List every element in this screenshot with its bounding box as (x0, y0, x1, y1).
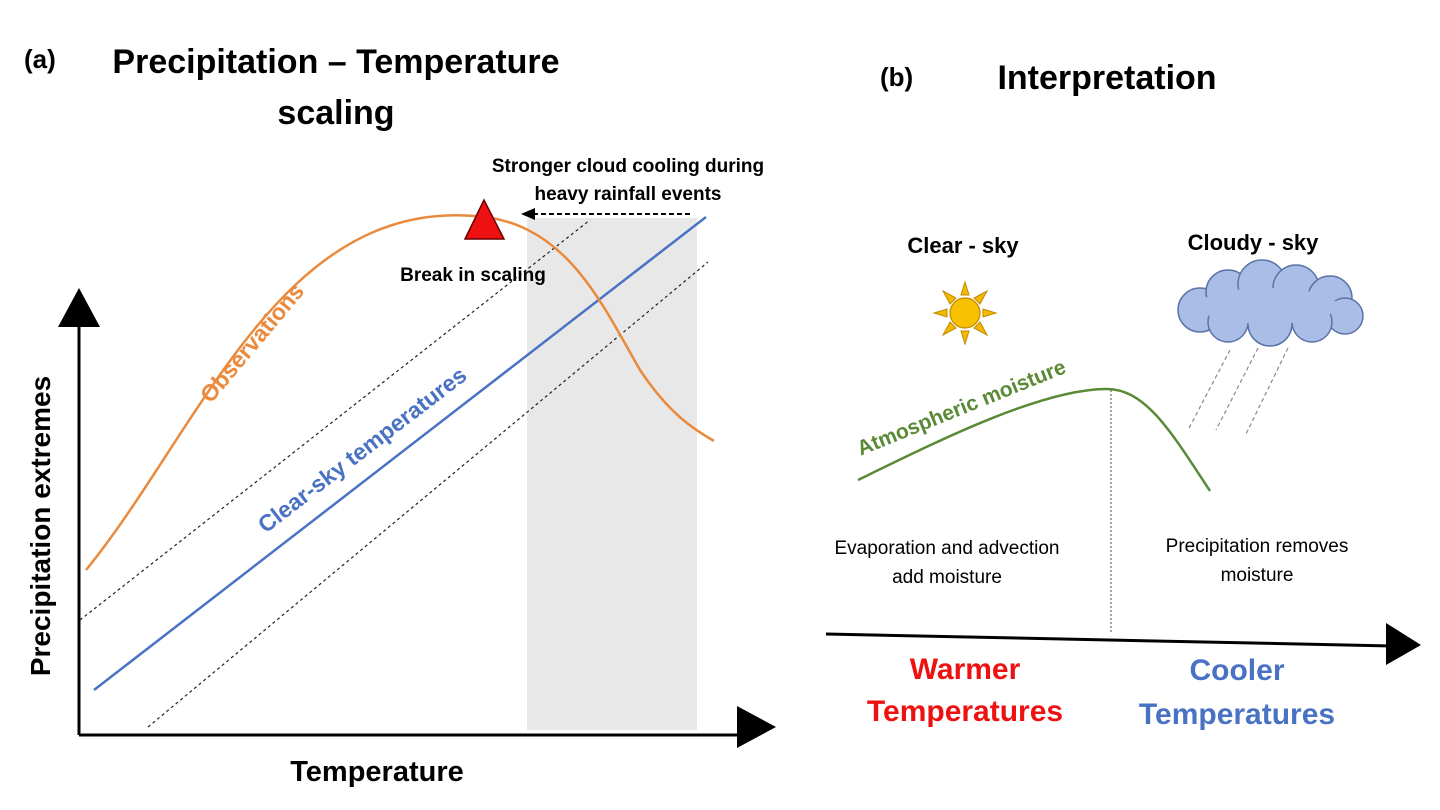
temperature-axis-arrowhead (1386, 623, 1421, 665)
left-note-line2: add moisture (892, 567, 1002, 588)
x-axis-arrowhead (737, 706, 776, 748)
annotation-line1: Stronger cloud cooling during (492, 156, 764, 177)
lower-dotted-guide (147, 261, 709, 728)
cloud-icon (1177, 259, 1364, 347)
panel-a-title-line1: Precipitation – Temperature (112, 43, 559, 81)
right-note-line1: Precipitation removes (1166, 536, 1349, 557)
annotation-line2: heavy rainfall events (535, 184, 722, 205)
panel-b-label: (b) (880, 62, 913, 92)
sun-icon (932, 280, 998, 346)
panel-b: (b) Interpretation Clear - sky Cloudy - … (825, 59, 1421, 731)
observations-label: Observations (195, 278, 309, 407)
cloud-cooling-arrowhead (521, 208, 535, 220)
rain-icon (1187, 347, 1289, 435)
left-note-line1: Evaporation and advection (835, 538, 1060, 559)
break-in-scaling-label: Break in scaling (400, 265, 546, 286)
cooler-label-line1: Cooler (1189, 654, 1284, 687)
panel-a-title-line2: scaling (277, 94, 394, 132)
atmospheric-moisture-label: Atmospheric moisture (854, 356, 1069, 461)
cooler-label-line2: Temperatures (1139, 698, 1335, 731)
break-in-scaling-marker (463, 198, 506, 240)
clear-sky-temperatures-label: Clear-sky temperatures (253, 362, 472, 538)
x-axis-label: Temperature (290, 756, 464, 788)
observations-curve (85, 213, 715, 571)
temperature-axis (825, 632, 1393, 648)
clear-sky-label: Clear - sky (907, 233, 1019, 258)
warmer-label-line1: Warmer (910, 653, 1021, 686)
right-note-line2: moisture (1221, 565, 1294, 586)
clear-sky-temperatures-line (93, 216, 707, 691)
panel-a: (a) Precipitation – Temperature scaling … (24, 43, 776, 788)
y-axis-label: Precipitation extremes (25, 376, 56, 676)
cloudy-sky-label: Cloudy - sky (1188, 230, 1320, 255)
atmospheric-moisture-curve (857, 387, 1212, 492)
cloud-cooling-shaded-region (527, 218, 697, 730)
y-axis-arrowhead (58, 288, 100, 327)
upper-dotted-guide (79, 219, 591, 621)
warmer-label-line2: Temperatures (867, 695, 1063, 728)
panel-a-label: (a) (24, 44, 56, 74)
panel-b-title: Interpretation (997, 59, 1216, 97)
